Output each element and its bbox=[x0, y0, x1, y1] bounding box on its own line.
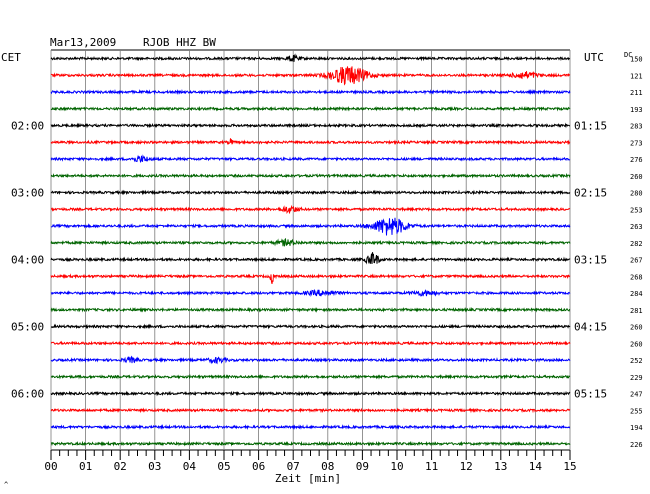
dc-offset-value: 211 bbox=[630, 89, 643, 97]
grid bbox=[50, 49, 571, 451]
seismic-trace bbox=[50, 306, 571, 313]
seismic-trace bbox=[50, 154, 571, 163]
dc-offset-value: 252 bbox=[630, 357, 643, 365]
seismic-trace bbox=[50, 323, 571, 330]
x-tick-label: 09 bbox=[356, 460, 369, 473]
seismic-trace bbox=[50, 53, 571, 62]
right-time-label: 02:15 bbox=[574, 187, 607, 200]
x-tick-label: 01 bbox=[79, 460, 92, 473]
left-time-label: 02:00 bbox=[11, 120, 44, 133]
x-tick-label: 03 bbox=[148, 460, 161, 473]
seismic-trace bbox=[50, 440, 571, 447]
x-tick-label: 00 bbox=[44, 460, 57, 473]
traces bbox=[50, 53, 571, 447]
seismic-trace bbox=[50, 122, 571, 129]
dc-offset-value: 267 bbox=[630, 257, 643, 265]
right-time-label: 01:15 bbox=[574, 120, 607, 133]
seismic-trace bbox=[50, 172, 571, 179]
seismic-trace bbox=[50, 390, 571, 397]
seismic-trace bbox=[50, 189, 571, 196]
seismic-trace bbox=[50, 217, 571, 236]
seismic-trace bbox=[50, 340, 571, 347]
seismic-trace bbox=[50, 237, 571, 247]
x-axis: 00 01 02 03 04 05 06 07 08 09 10 11 12 13 14 15 bbox=[44, 450, 577, 473]
x-tick-label: 05 bbox=[217, 460, 230, 473]
dc-offset-value: 194 bbox=[630, 424, 643, 432]
dc-offset-value: 253 bbox=[630, 206, 643, 214]
x-tick-label: 02 bbox=[114, 460, 127, 473]
seismic-trace bbox=[50, 423, 571, 431]
x-tick-label: 15 bbox=[563, 460, 576, 473]
left-timezone-label: CET bbox=[1, 51, 21, 64]
seismic-trace bbox=[50, 355, 571, 365]
dc-offset-value: 282 bbox=[630, 240, 643, 248]
seismic-trace bbox=[50, 373, 571, 380]
dc-offset-value: 260 bbox=[630, 173, 643, 181]
dc-offset-value: 260 bbox=[630, 324, 643, 332]
dc-offset-value: 276 bbox=[630, 156, 643, 164]
dc-offset-value: 260 bbox=[630, 340, 643, 348]
x-tick-label: 11 bbox=[425, 460, 438, 473]
x-tick-label: 04 bbox=[183, 460, 197, 473]
seismic-trace bbox=[50, 89, 571, 96]
dc-offset-value: 226 bbox=[630, 441, 643, 449]
dc-offset-value: 150 bbox=[630, 56, 643, 64]
x-tick-label: 10 bbox=[390, 460, 403, 473]
x-tick-label: 12 bbox=[460, 460, 473, 473]
right-time-label: 05:15 bbox=[574, 388, 607, 401]
dc-offset-value: 280 bbox=[630, 190, 643, 198]
left-time-label: 03:00 bbox=[11, 187, 44, 200]
chart-date: Mar13,2009 bbox=[50, 36, 116, 49]
dc-offset-value: 247 bbox=[630, 391, 643, 399]
left-time-label: 06:00 bbox=[11, 388, 44, 401]
dc-offset-value: 255 bbox=[630, 407, 643, 415]
left-time-label: 05:00 bbox=[11, 321, 44, 334]
seismic-trace bbox=[50, 204, 571, 215]
dc-offset-value: 268 bbox=[630, 273, 643, 281]
dc-offset-value: 283 bbox=[630, 123, 643, 131]
x-tick-label: 07 bbox=[287, 460, 300, 473]
seismic-trace bbox=[50, 407, 571, 414]
left-time-label: 04:00 bbox=[11, 254, 44, 267]
x-tick-label: 13 bbox=[494, 460, 507, 473]
x-tick-label: 14 bbox=[529, 460, 543, 473]
x-tick-label: 08 bbox=[321, 460, 334, 473]
labels: 02:00 03:00 04:00 05:00 06:00 01:15 02:15 03:15… bbox=[11, 56, 643, 449]
dc-offset-value: 281 bbox=[630, 307, 643, 315]
x-axis-title: Zeit [min] bbox=[275, 472, 341, 485]
right-time-label: 03:15 bbox=[574, 254, 607, 267]
dc-offset-value: 263 bbox=[630, 223, 643, 231]
dc-header-label: DC bbox=[624, 51, 632, 59]
seismic-trace bbox=[50, 288, 571, 298]
seismic-trace bbox=[50, 66, 571, 86]
dc-offset-value: 193 bbox=[630, 106, 643, 114]
chart-station: RJOB HHZ BW bbox=[143, 36, 216, 49]
dc-offset-value: 284 bbox=[630, 290, 643, 298]
right-time-label: 04:15 bbox=[574, 321, 607, 334]
x-tick-label: 06 bbox=[252, 460, 265, 473]
corner-mark: ^ bbox=[4, 481, 8, 489]
seismic-trace bbox=[50, 273, 571, 284]
dc-offset-value: 229 bbox=[630, 374, 643, 382]
dc-offset-value: 121 bbox=[630, 72, 643, 80]
seismic-trace bbox=[50, 252, 571, 265]
seismic-trace bbox=[50, 105, 571, 112]
dc-offset-value: 273 bbox=[630, 139, 643, 147]
seismic-trace bbox=[50, 138, 571, 146]
right-timezone-label: UTC bbox=[584, 51, 604, 64]
